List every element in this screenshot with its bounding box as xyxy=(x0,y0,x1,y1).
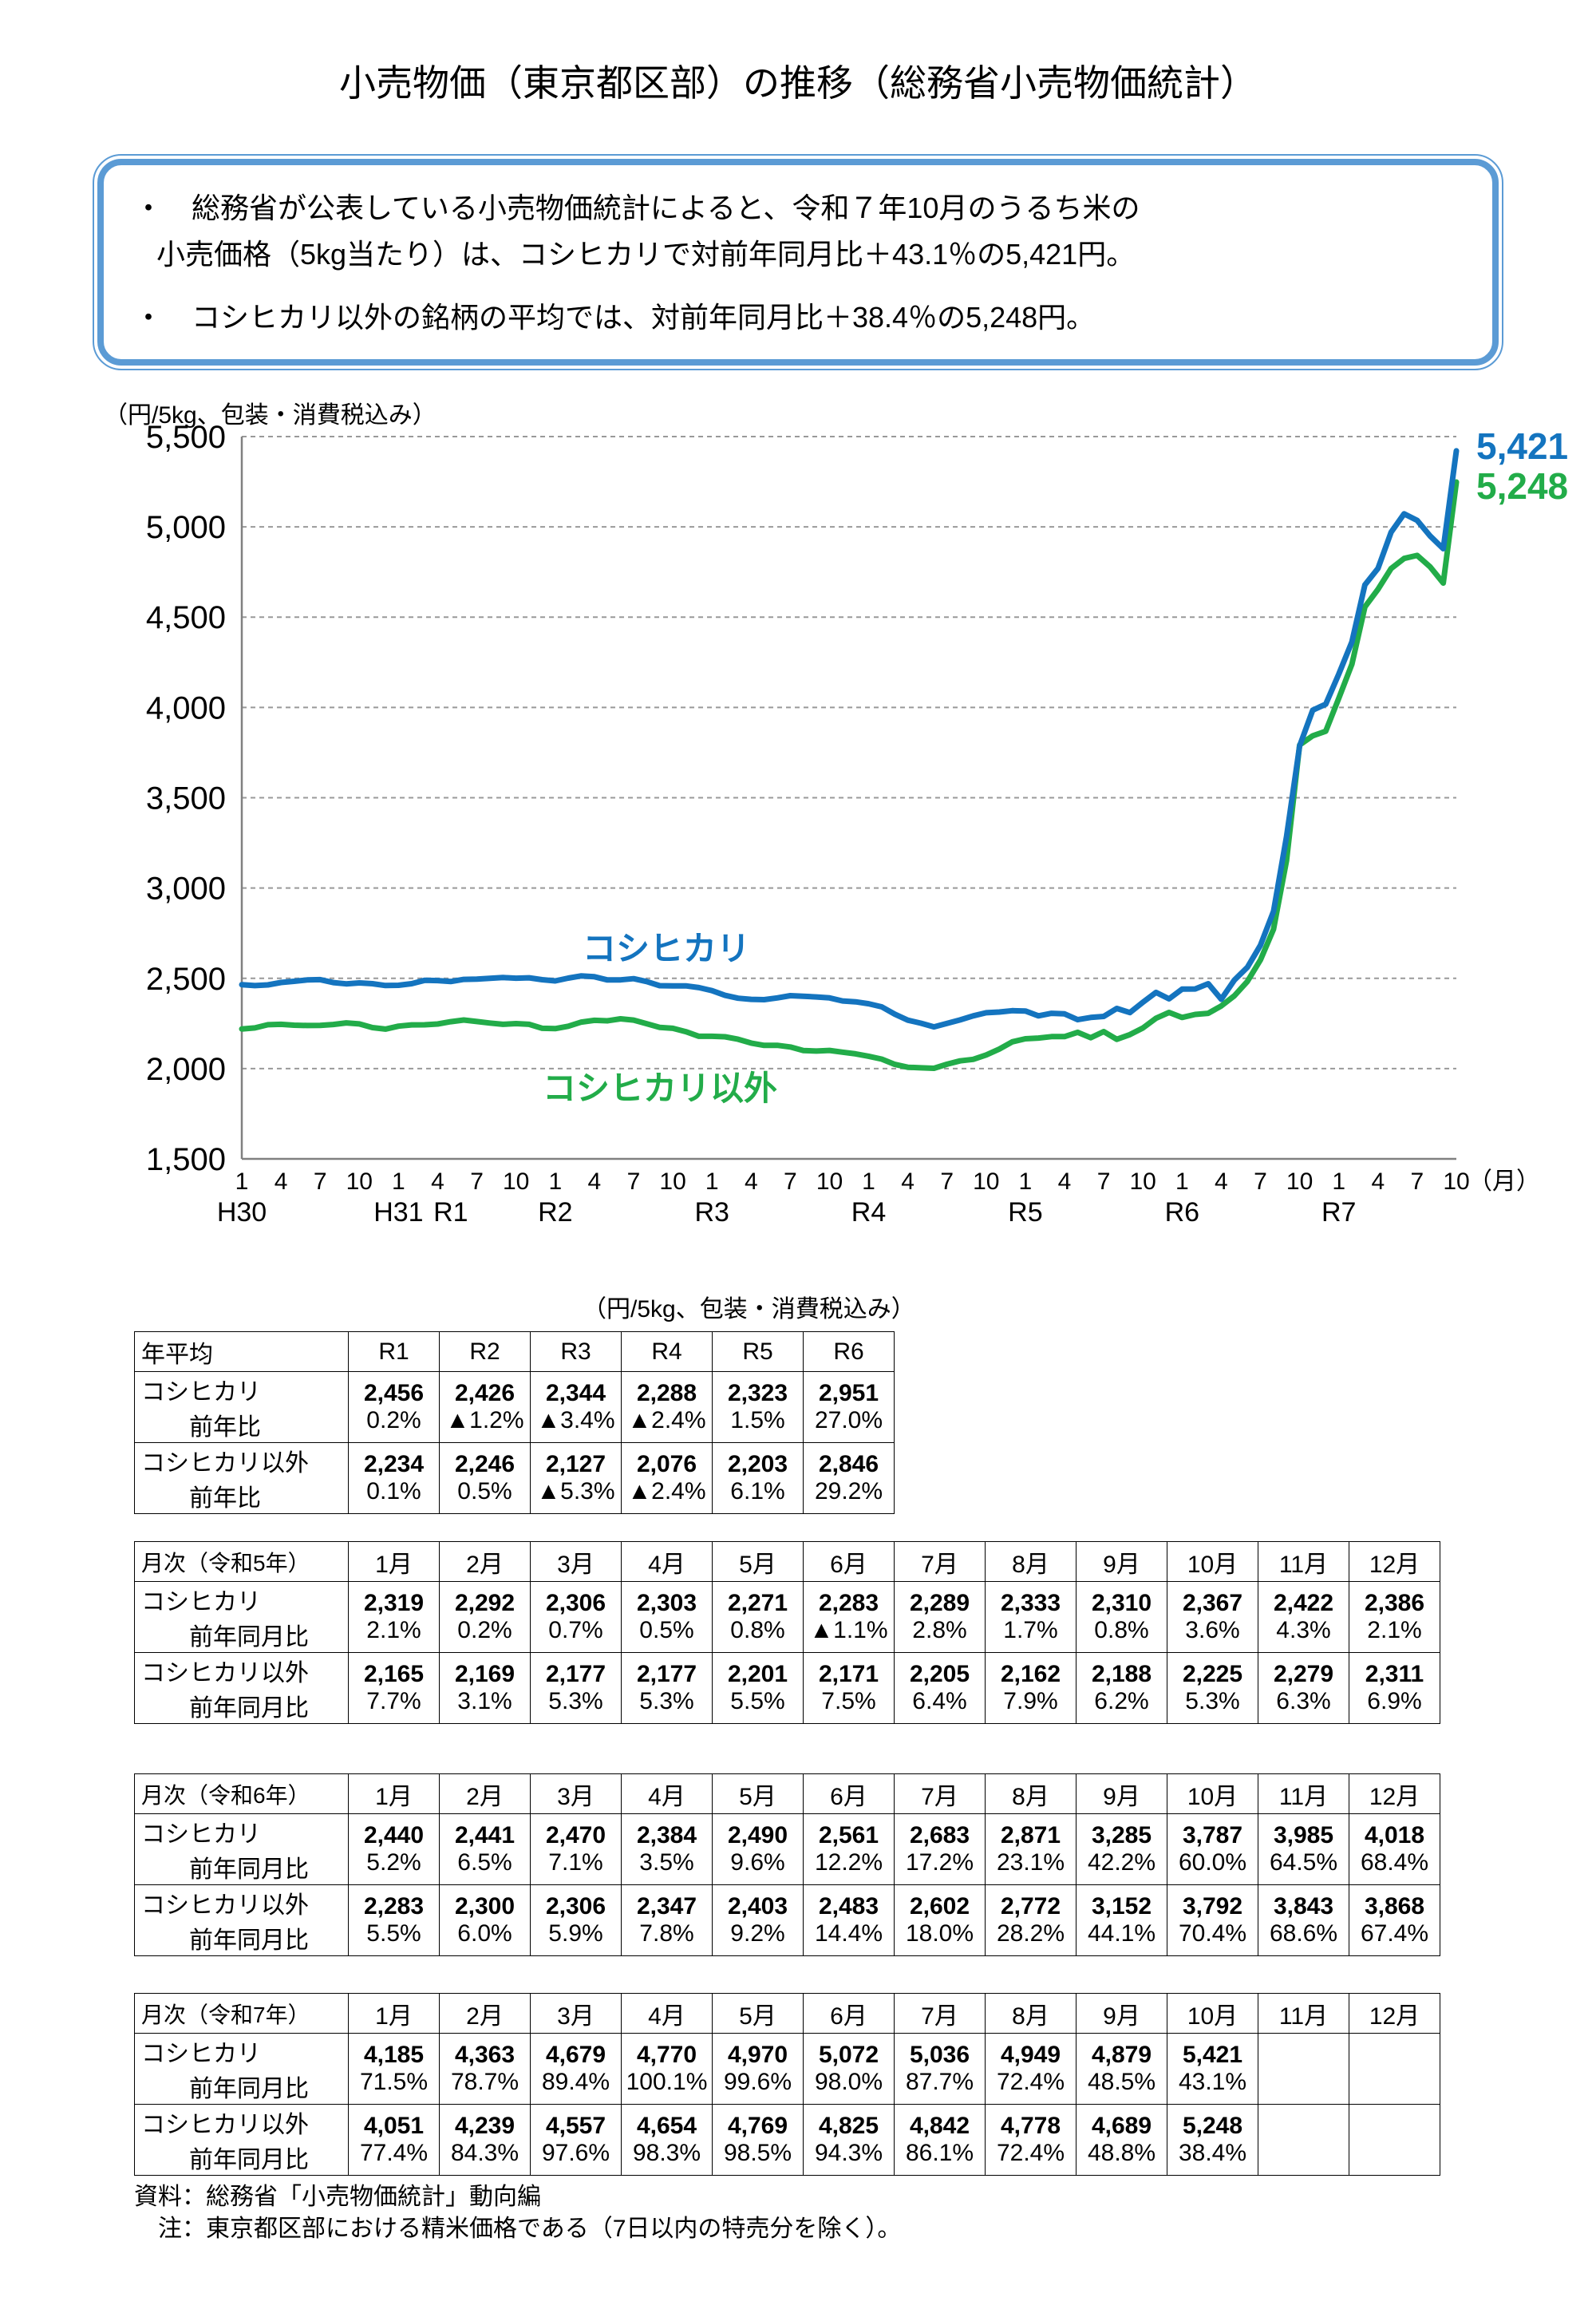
svg-text:1,500: 1,500 xyxy=(146,1142,226,1177)
svg-text:（月）: （月） xyxy=(1468,1168,1540,1195)
svg-text:H31: H31 xyxy=(373,1197,423,1228)
svg-text:2,000: 2,000 xyxy=(146,1052,226,1087)
svg-text:1: 1 xyxy=(1019,1168,1033,1195)
svg-text:4: 4 xyxy=(275,1168,288,1195)
svg-text:1: 1 xyxy=(705,1168,719,1195)
svg-text:10: 10 xyxy=(816,1168,843,1195)
svg-text:7: 7 xyxy=(470,1168,484,1195)
svg-text:R6: R6 xyxy=(1165,1197,1199,1228)
svg-text:R7: R7 xyxy=(1321,1197,1356,1228)
svg-text:1: 1 xyxy=(862,1168,875,1195)
svg-text:4: 4 xyxy=(1215,1168,1228,1195)
svg-text:3,500: 3,500 xyxy=(146,781,226,816)
svg-text:4: 4 xyxy=(588,1168,602,1195)
svg-text:7: 7 xyxy=(940,1168,954,1195)
svg-text:7: 7 xyxy=(1254,1168,1267,1195)
svg-text:H30: H30 xyxy=(217,1197,267,1228)
svg-text:10: 10 xyxy=(1286,1168,1313,1195)
svg-text:10: 10 xyxy=(1130,1168,1156,1195)
svg-text:4: 4 xyxy=(901,1168,915,1195)
svg-text:5,421: 5,421 xyxy=(1476,425,1568,467)
svg-text:10: 10 xyxy=(973,1168,999,1195)
svg-text:4: 4 xyxy=(1371,1168,1385,1195)
svg-text:R5: R5 xyxy=(1008,1197,1042,1228)
svg-text:1: 1 xyxy=(548,1168,562,1195)
svg-text:R4: R4 xyxy=(851,1197,886,1228)
svg-text:1: 1 xyxy=(1175,1168,1189,1195)
svg-text:10: 10 xyxy=(346,1168,373,1195)
svg-text:4: 4 xyxy=(745,1168,758,1195)
svg-text:R2: R2 xyxy=(538,1197,572,1228)
svg-text:1: 1 xyxy=(235,1168,249,1195)
svg-text:4,500: 4,500 xyxy=(146,600,226,635)
svg-text:3,000: 3,000 xyxy=(146,872,226,907)
svg-text:7: 7 xyxy=(1411,1168,1424,1195)
svg-text:4: 4 xyxy=(1058,1168,1072,1195)
svg-text:5,000: 5,000 xyxy=(146,510,226,545)
svg-text:R1: R1 xyxy=(433,1197,468,1228)
svg-text:7: 7 xyxy=(627,1168,641,1195)
svg-text:10: 10 xyxy=(503,1168,529,1195)
svg-text:10: 10 xyxy=(1443,1168,1469,1195)
svg-text:2,500: 2,500 xyxy=(146,962,226,997)
svg-text:7: 7 xyxy=(784,1168,797,1195)
svg-text:7: 7 xyxy=(314,1168,327,1195)
svg-text:7: 7 xyxy=(1097,1168,1111,1195)
svg-text:5,248: 5,248 xyxy=(1476,465,1568,507)
svg-text:1: 1 xyxy=(1332,1168,1345,1195)
svg-text:1: 1 xyxy=(392,1168,405,1195)
svg-text:4,000: 4,000 xyxy=(146,690,226,726)
svg-text:R3: R3 xyxy=(694,1197,729,1228)
svg-text:4: 4 xyxy=(431,1168,444,1195)
svg-text:10: 10 xyxy=(659,1168,685,1195)
